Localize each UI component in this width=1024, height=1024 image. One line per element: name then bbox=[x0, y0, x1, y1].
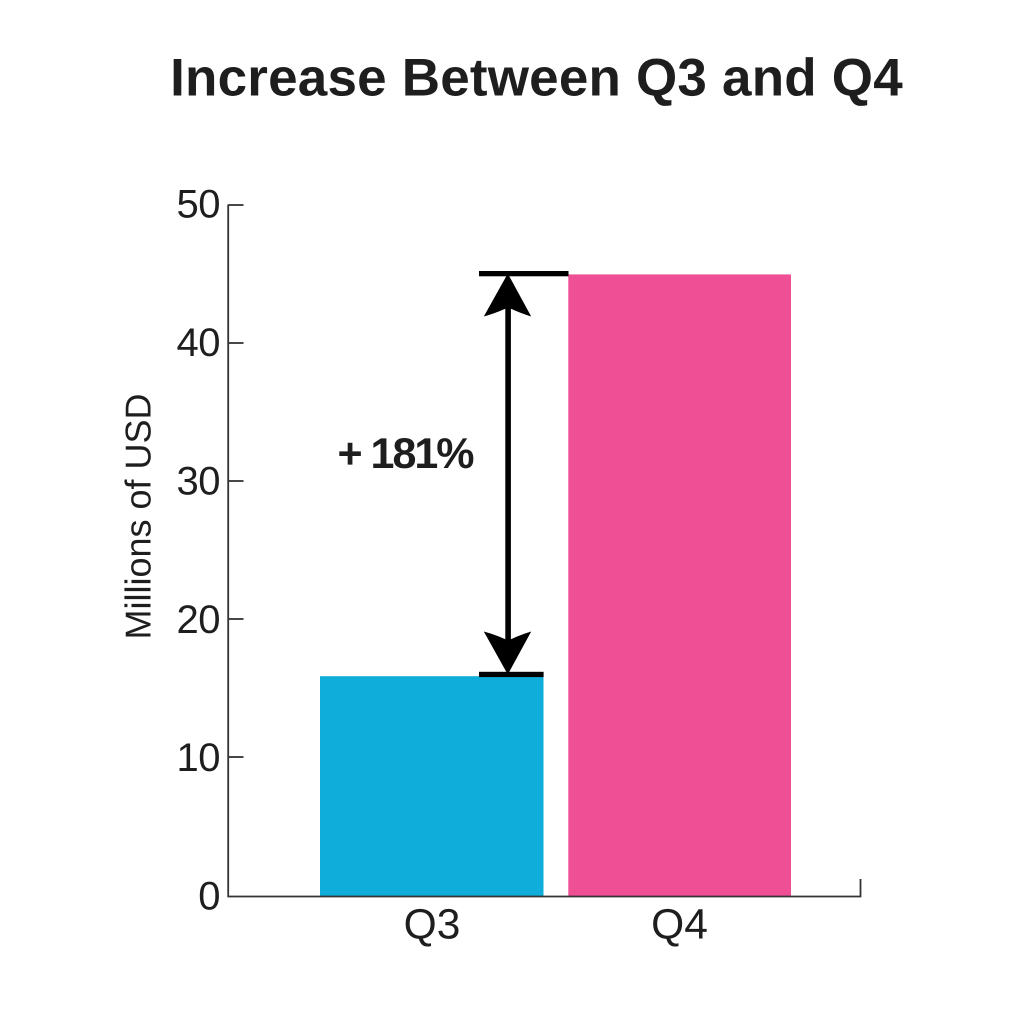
svg-text:20: 20 bbox=[177, 598, 221, 642]
svg-text:+ 181%: + 181% bbox=[337, 430, 474, 478]
svg-text:Q3: Q3 bbox=[404, 902, 461, 949]
svg-text:0: 0 bbox=[198, 875, 220, 919]
svg-text:30: 30 bbox=[177, 460, 221, 504]
svg-text:Millions of USD: Millions of USD bbox=[118, 393, 159, 639]
svg-text:Q4: Q4 bbox=[651, 902, 708, 949]
svg-text:40: 40 bbox=[177, 321, 221, 365]
svg-text:50: 50 bbox=[177, 183, 221, 227]
svg-text:10: 10 bbox=[177, 736, 221, 780]
svg-text:Increase Between Q3 and Q4: Increase Between Q3 and Q4 bbox=[170, 49, 903, 108]
